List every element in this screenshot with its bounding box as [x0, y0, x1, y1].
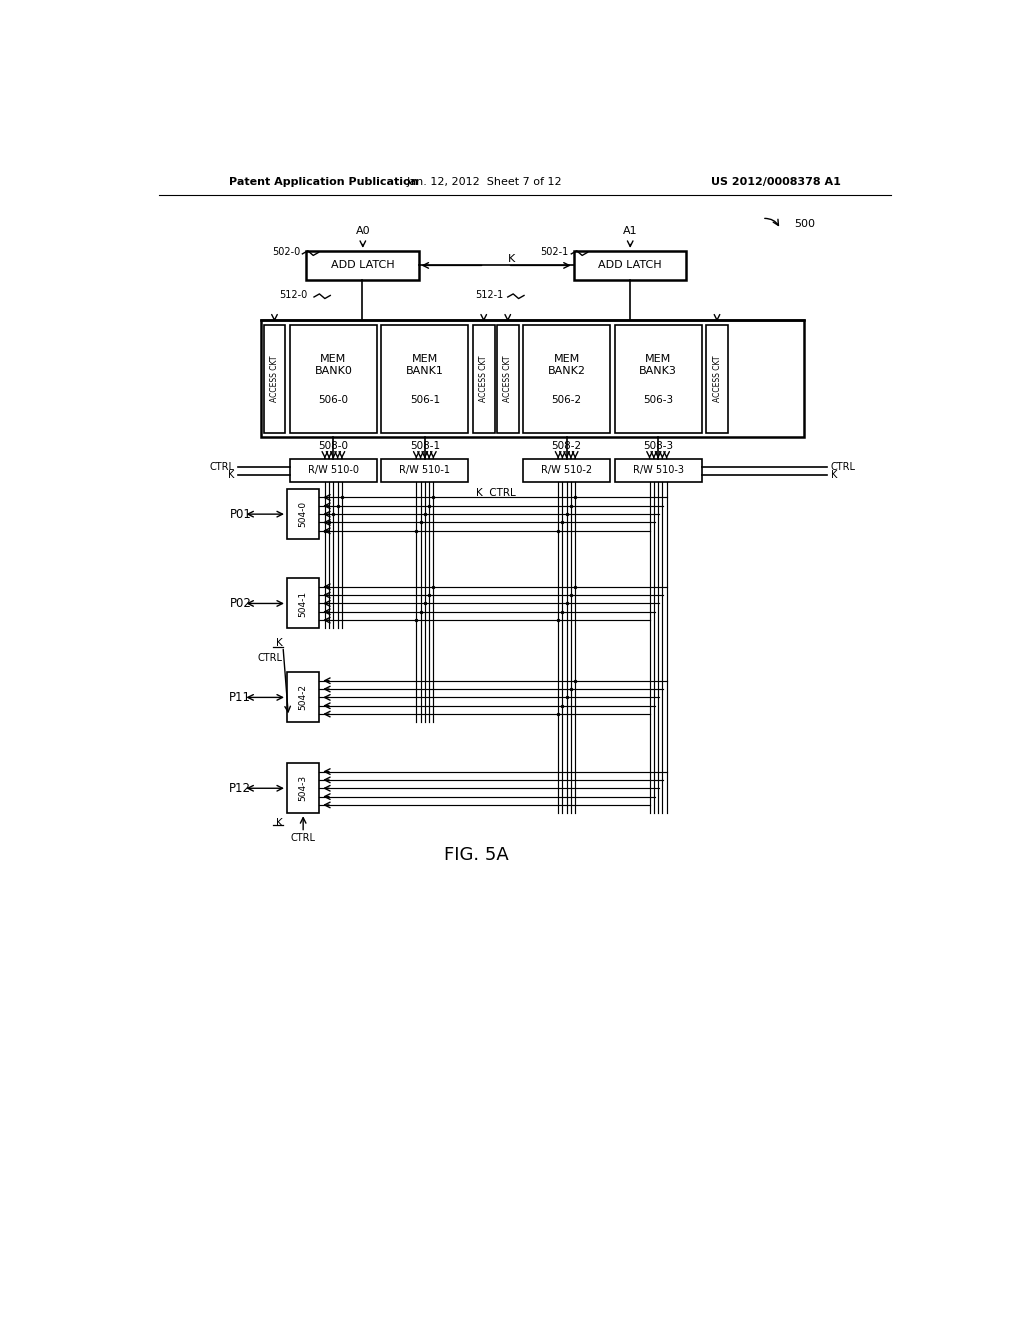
- Text: K  CTRL: K CTRL: [476, 487, 516, 498]
- Bar: [261, 321, 804, 437]
- Bar: [287, 763, 319, 813]
- Text: FIG. 5A: FIG. 5A: [444, 846, 509, 865]
- Text: Patent Application Publication: Patent Application Publication: [228, 177, 418, 186]
- Text: ACCESS CKT: ACCESS CKT: [270, 355, 279, 401]
- Text: 504-1: 504-1: [299, 590, 307, 616]
- Text: 508-2: 508-2: [552, 441, 582, 451]
- Text: 506-0: 506-0: [318, 395, 348, 405]
- Bar: [473, 325, 495, 433]
- Text: 508-0: 508-0: [318, 441, 348, 451]
- Text: 506-1: 506-1: [410, 395, 440, 405]
- Bar: [290, 325, 377, 433]
- Bar: [614, 325, 701, 433]
- Text: 506-2: 506-2: [552, 395, 582, 405]
- Text: MEM
BANK0: MEM BANK0: [314, 354, 352, 376]
- Bar: [614, 459, 701, 482]
- Bar: [707, 325, 728, 433]
- Text: CTRL: CTRL: [830, 462, 856, 471]
- Text: 506-3: 506-3: [643, 395, 673, 405]
- Text: K: K: [276, 817, 283, 828]
- Text: P11: P11: [229, 690, 251, 704]
- Bar: [287, 672, 319, 722]
- Text: R/W 510-2: R/W 510-2: [541, 465, 592, 475]
- Text: ACCESS CKT: ACCESS CKT: [503, 355, 512, 401]
- Text: 502-0: 502-0: [271, 247, 300, 257]
- Text: ADD LATCH: ADD LATCH: [598, 260, 662, 271]
- Bar: [573, 251, 686, 280]
- Bar: [523, 459, 610, 482]
- Text: 512-0: 512-0: [280, 290, 307, 301]
- Bar: [381, 459, 468, 482]
- Text: P02: P02: [229, 597, 251, 610]
- Bar: [263, 325, 286, 433]
- Text: 508-1: 508-1: [410, 441, 440, 451]
- Bar: [497, 325, 518, 433]
- Text: ADD LATCH: ADD LATCH: [331, 260, 394, 271]
- Bar: [290, 459, 377, 482]
- Bar: [523, 325, 610, 433]
- Text: ACCESS CKT: ACCESS CKT: [713, 355, 722, 401]
- Text: MEM
BANK2: MEM BANK2: [548, 354, 586, 376]
- Text: A1: A1: [623, 226, 638, 236]
- Text: 500: 500: [795, 219, 815, 228]
- Text: K: K: [227, 470, 234, 480]
- Text: 504-2: 504-2: [299, 684, 307, 710]
- Text: A0: A0: [355, 226, 370, 236]
- Text: K: K: [276, 638, 283, 648]
- Text: 504-3: 504-3: [299, 775, 307, 801]
- Bar: [287, 490, 319, 539]
- Text: CTRL: CTRL: [209, 462, 234, 471]
- Bar: [306, 251, 419, 280]
- Bar: [287, 578, 319, 628]
- Text: 508-3: 508-3: [643, 441, 673, 451]
- Text: CTRL: CTRL: [291, 833, 315, 843]
- Bar: [381, 325, 468, 433]
- Text: P12: P12: [229, 781, 251, 795]
- Text: R/W 510-1: R/W 510-1: [399, 465, 451, 475]
- Text: R/W 510-3: R/W 510-3: [633, 465, 684, 475]
- Text: CTRL: CTRL: [258, 653, 283, 663]
- Text: 512-1: 512-1: [475, 290, 504, 301]
- Text: US 2012/0008378 A1: US 2012/0008378 A1: [711, 177, 841, 186]
- Text: ACCESS CKT: ACCESS CKT: [479, 355, 488, 401]
- Text: P01: P01: [229, 508, 251, 520]
- Text: MEM
BANK1: MEM BANK1: [406, 354, 443, 376]
- Text: 504-0: 504-0: [299, 502, 307, 527]
- Text: MEM
BANK3: MEM BANK3: [639, 354, 677, 376]
- Text: K: K: [508, 253, 515, 264]
- Text: Jan. 12, 2012  Sheet 7 of 12: Jan. 12, 2012 Sheet 7 of 12: [407, 177, 562, 186]
- Text: 502-1: 502-1: [540, 247, 568, 257]
- Text: R/W 510-0: R/W 510-0: [308, 465, 358, 475]
- Text: K: K: [830, 470, 838, 480]
